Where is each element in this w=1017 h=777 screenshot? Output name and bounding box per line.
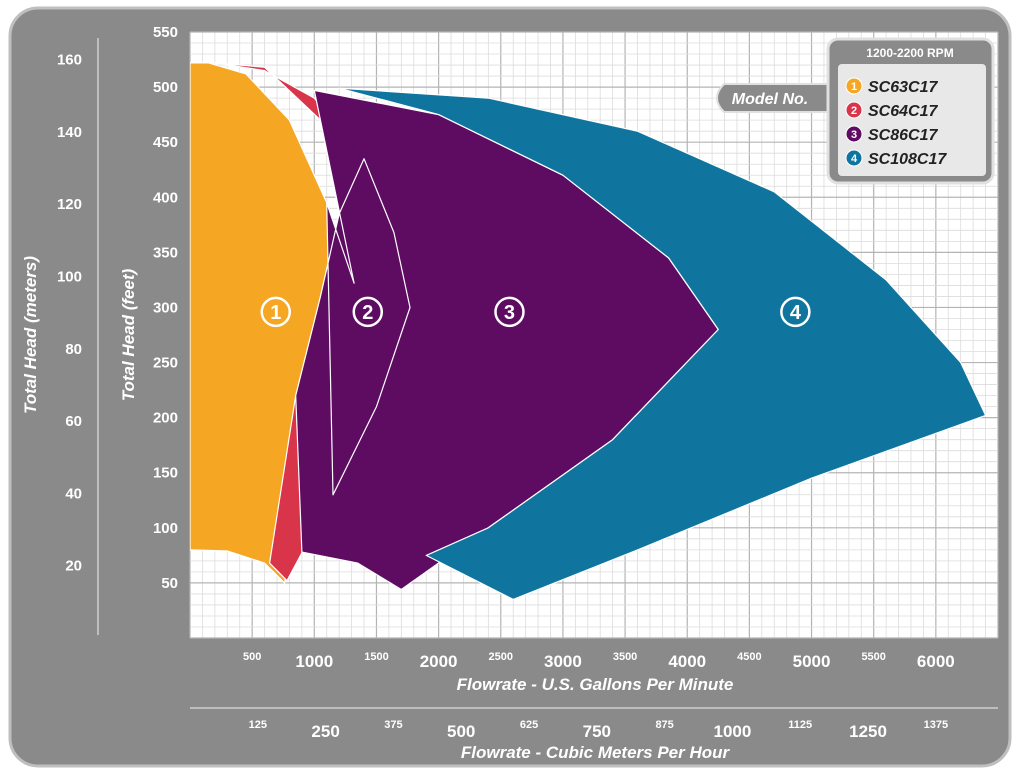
gpm-tick-label: 2000: [420, 652, 458, 671]
gpm-minor-tick-label: 4500: [737, 651, 761, 663]
gpm-minor-tick-label: 5500: [861, 651, 885, 663]
feet-tick-label: 450: [153, 134, 178, 151]
meter-tick-label: 100: [57, 269, 82, 286]
meter-tick-label: 140: [57, 124, 82, 141]
region-labels: 1 2 3 4: [260, 296, 811, 328]
legend-entry-label: SC108C17: [868, 151, 947, 168]
feet-tick-label: 150: [153, 465, 178, 482]
legend-swatch: [845, 149, 863, 167]
cubic-minor-tick-label: 125: [249, 719, 267, 731]
feet-tick-label: 500: [153, 79, 178, 96]
cubic-tick-label: 500: [447, 722, 475, 741]
gpm-tick-label: 4000: [668, 652, 706, 671]
region-number-circle: [494, 296, 525, 328]
cubic-minor-tick-label: 875: [655, 719, 673, 731]
legend-entry-label: SC63C17: [868, 79, 938, 96]
meter-tick-label: 60: [65, 413, 82, 430]
cubic-tick-label: 750: [583, 722, 611, 741]
region-number: 1: [270, 302, 281, 324]
cubic-minor-tick-label: 625: [520, 719, 538, 731]
region-number-circle: [260, 296, 292, 328]
legend-swatch: [845, 125, 863, 143]
region-number-circle: [352, 296, 384, 328]
model-tab: [716, 83, 837, 113]
gpm-minor-tick-label: 2500: [489, 651, 513, 663]
meter-tick-label: 160: [57, 52, 82, 69]
gpm-minor-tick-label: 1500: [364, 651, 388, 663]
region-number: 2: [362, 302, 373, 324]
gpm-tick-label: 3000: [544, 652, 582, 671]
meters-axis-title: Total Head (meters): [21, 256, 40, 414]
region-number: 4: [790, 302, 802, 324]
cubic-minor-tick-label: 1125: [788, 719, 812, 731]
gpm-axis-title: Flowrate - U.S. Gallons Per Minute: [457, 675, 734, 694]
legend-number: 2: [851, 105, 857, 117]
meter-tick-label: 120: [57, 196, 82, 213]
region-number: 3: [504, 302, 515, 324]
feet-tick-label: 350: [153, 244, 178, 261]
meter-ticks: 20 40 60 80 100 120 140 160: [57, 52, 82, 575]
meter-tick-label: 40: [65, 485, 82, 502]
gpm-tick-label: 6000: [917, 652, 955, 671]
legend-entries: 1 SC63C17 2 SC64C17 3 SC86C17 4 SC108C17: [845, 77, 947, 168]
meter-tick-label: 80: [65, 341, 82, 358]
gpm-tick-label: 1000: [295, 652, 333, 671]
region-number-circle: [780, 296, 811, 328]
legend-swatch: [845, 101, 863, 119]
cubic-minor-tick-label: 375: [384, 719, 402, 731]
feet-tick-label: 100: [153, 520, 178, 537]
cubic-tick-label: 1250: [849, 722, 887, 741]
cubic-axis-title: Flowrate - Cubic Meters Per Hour: [461, 743, 731, 762]
regions: [190, 62, 987, 600]
legend-title: 1200-2200 RPM: [866, 46, 953, 60]
cubic-tick-label: 1000: [714, 722, 752, 741]
legend-number: 1: [851, 81, 857, 93]
gpm-minor-tick-label: 500: [243, 651, 261, 663]
feet-tick-label: 50: [161, 575, 178, 592]
cubic-tick-label: 250: [311, 722, 339, 741]
cubic-minor-tick-label: 1375: [924, 719, 948, 731]
legend-number: 4: [851, 153, 858, 165]
legend: Model No. 1200-2200 RPM 1 SC63C17 2 SC64C17…: [716, 37, 995, 185]
feet-tick-label: 400: [153, 189, 178, 206]
feet-tick-label: 250: [153, 355, 178, 372]
feet-tick-label: 300: [153, 299, 178, 316]
region-SC108C17: [338, 87, 987, 600]
legend-number: 3: [851, 129, 857, 141]
legend-inner: [838, 64, 986, 176]
gpm-minor-tick-label: 3500: [613, 651, 637, 663]
meter-tick-label: 20: [65, 558, 82, 575]
cubic-ticks: 250 500 750 1000 1250 125 375 625 875 1125 1375: [249, 719, 948, 741]
feet-tick-label: 550: [153, 24, 178, 41]
gpm-ticks: 1000 2000 3000 4000 5000 6000 500 1500 2500 3500 4…: [243, 651, 955, 671]
model-label: Model No.: [732, 91, 808, 108]
legend-swatch: [845, 77, 863, 95]
gpm-tick-label: 5000: [793, 652, 831, 671]
legend-entry-label: SC64C17: [868, 103, 938, 120]
feet-tick-label: 200: [153, 410, 178, 427]
feet-ticks: 50 100 150 200 250 300 350 400 450 500 550: [153, 24, 178, 592]
feet-axis-title: Total Head (feet): [119, 268, 138, 401]
legend-entry-label: SC86C17: [868, 127, 938, 144]
